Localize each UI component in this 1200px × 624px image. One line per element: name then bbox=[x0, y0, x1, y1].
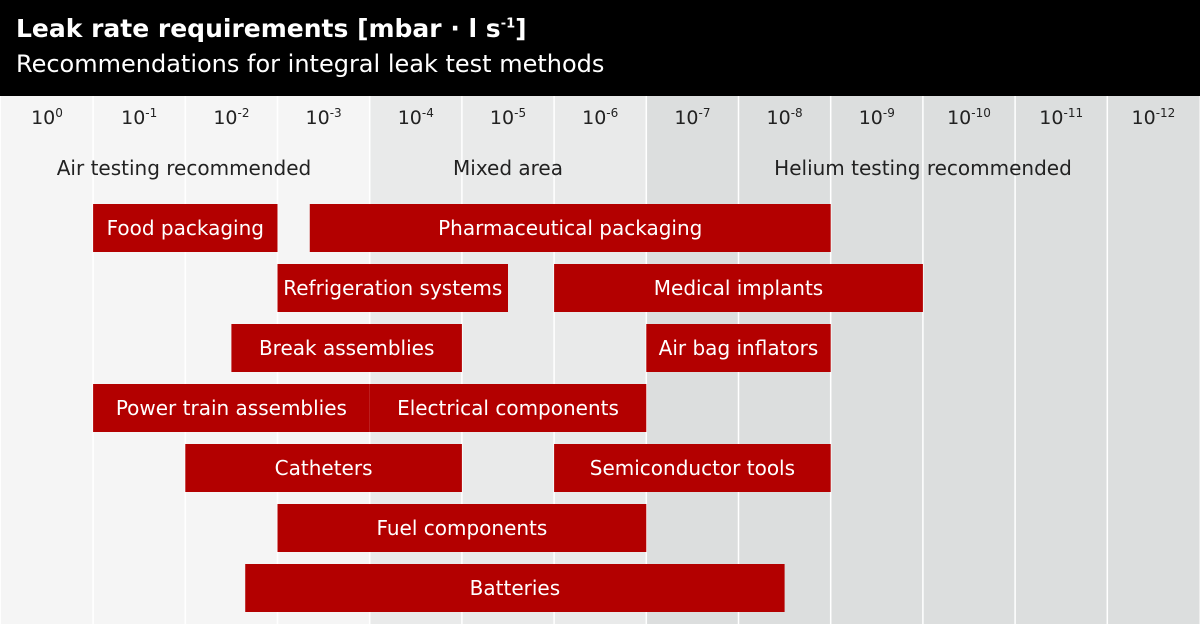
x-tick-label: 10-7 bbox=[674, 106, 710, 129]
x-tick-label: 10-2 bbox=[213, 106, 249, 129]
x-tick-label: 10-1 bbox=[121, 106, 157, 129]
bar-power-train-assemblies: Power train assemblies bbox=[93, 384, 370, 432]
bar-rect bbox=[309, 204, 831, 252]
chart-title: Leak rate requirements [mbar · l s-1] bbox=[16, 14, 527, 43]
x-tick-label: 100 bbox=[31, 106, 63, 129]
bar-air-bag-inflators: Air bag inflators bbox=[646, 324, 831, 372]
chart-title-end: ] bbox=[515, 14, 527, 43]
bar-rect bbox=[277, 264, 508, 312]
bar-rect bbox=[185, 444, 462, 492]
bar-electrical-components: Electrical components bbox=[369, 384, 647, 432]
bar-rect bbox=[231, 324, 462, 372]
bar-rect bbox=[93, 204, 278, 252]
x-tick-label: 10-12 bbox=[1132, 106, 1176, 129]
bar-medical-implants: Medical implants bbox=[554, 264, 923, 312]
zone-label-helium-testing-recommended: Helium testing recommended bbox=[774, 156, 1072, 180]
x-tick-label: 10-6 bbox=[582, 106, 618, 129]
bar-batteries: Batteries bbox=[245, 564, 785, 612]
chart-header: Leak rate requirements [mbar · l s-1] Re… bbox=[0, 0, 1200, 96]
x-tick-label: 10-10 bbox=[947, 106, 991, 129]
bar-label: Batteries bbox=[470, 576, 560, 600]
bar-rect bbox=[554, 444, 831, 492]
bar-pharmaceutical-packaging: Pharmaceutical packaging bbox=[309, 204, 831, 252]
bar-label: Electrical components bbox=[397, 396, 619, 420]
bar-label: Catheters bbox=[275, 456, 373, 480]
bar-food-packaging: Food packaging bbox=[93, 204, 278, 252]
bar-label: Fuel components bbox=[376, 516, 547, 540]
bar-rect bbox=[554, 264, 923, 312]
x-tick-label: 10-5 bbox=[490, 106, 526, 129]
bar-label: Semiconductor tools bbox=[590, 456, 795, 480]
x-axis-tick-labels: 100 10-1 10-2 10-3 10-4 10-5 10-6 10-7 10-8 10-9 1… bbox=[31, 106, 1175, 129]
zone-label-mixed-area: Mixed area bbox=[453, 156, 563, 180]
x-tick-label: 10-8 bbox=[767, 106, 803, 129]
bar-label: Medical implants bbox=[654, 276, 823, 300]
bar-rect bbox=[369, 384, 647, 432]
bar-rect bbox=[93, 384, 370, 432]
bar-label: Break assemblies bbox=[259, 336, 434, 360]
leak-rate-chart: 100 10-1 10-2 10-3 10-4 10-5 10-6 10-7 10-8 10-9 1… bbox=[0, 96, 1200, 624]
chart-subtitle: Recommendations for integral leak test m… bbox=[16, 50, 605, 78]
bar-label: Refrigeration systems bbox=[283, 276, 502, 300]
bar-refrigeration-systems: Refrigeration systems bbox=[277, 264, 508, 312]
zone-labels: Air testing recommended Mixed area Helium … bbox=[57, 156, 1072, 180]
x-tick-label: 10-4 bbox=[398, 106, 434, 129]
bar-fuel-components: Fuel components bbox=[277, 504, 647, 552]
bar-catheters: Catheters bbox=[185, 444, 462, 492]
bar-label: Food packaging bbox=[107, 216, 264, 240]
bar-rect bbox=[277, 504, 647, 552]
bar-label: Power train assemblies bbox=[116, 396, 347, 420]
bar-rect bbox=[245, 564, 785, 612]
chart-title-main: Leak rate requirements [mbar · l s bbox=[16, 14, 501, 43]
bar-semiconductor-tools: Semiconductor tools bbox=[554, 444, 831, 492]
chart-title-exponent: -1 bbox=[500, 16, 516, 32]
zone-label-air-testing-recommended: Air testing recommended bbox=[57, 156, 311, 180]
bars: Food packaging Pharmaceutical packaging Re… bbox=[93, 204, 923, 612]
x-tick-label: 10-3 bbox=[306, 106, 342, 129]
bar-label: Pharmaceutical packaging bbox=[438, 216, 702, 240]
bar-label: Air bag inflators bbox=[659, 336, 819, 360]
x-tick-label: 10-9 bbox=[859, 106, 895, 129]
x-tick-label: 10-11 bbox=[1039, 106, 1083, 129]
bar-break-assemblies: Break assemblies bbox=[231, 324, 462, 372]
bar-rect bbox=[646, 324, 831, 372]
